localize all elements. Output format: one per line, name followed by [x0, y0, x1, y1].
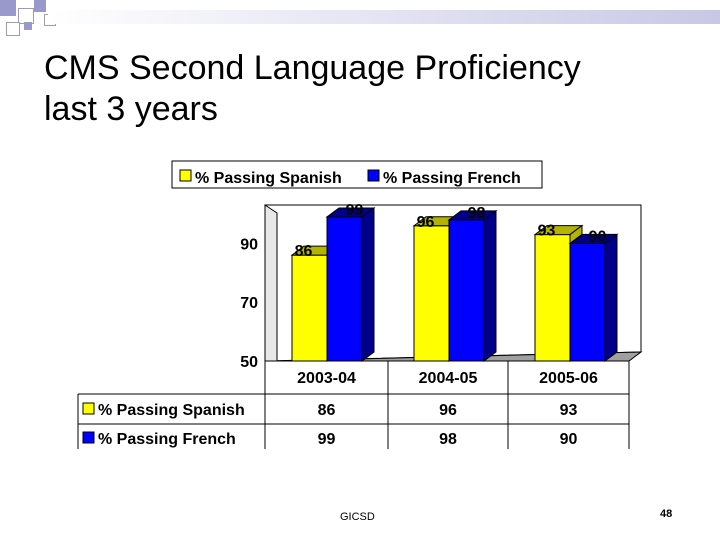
- page-title: CMS Second Language Proficiency last 3 y…: [44, 48, 704, 130]
- y-tick-label-2: 70: [240, 295, 258, 312]
- table-cell-2-2003-04: 99: [318, 431, 336, 448]
- table-row-label-2: % Passing French: [98, 431, 236, 448]
- data-label-spanish-2005-06: 93: [538, 223, 556, 240]
- corner-square-5: [24, 22, 32, 30]
- header-rule: [48, 10, 720, 24]
- data-label-french-2004-05: 98: [468, 205, 486, 222]
- data-label-spanish-2003-04: 86: [295, 243, 313, 260]
- table-cell-2-2005-06: 90: [560, 431, 578, 448]
- table-cell-1-2004-05: 96: [439, 402, 457, 419]
- corner-square-1: [0, 0, 16, 16]
- legend-swatch-2: [367, 169, 380, 182]
- table-cell-1-2005-06: 93: [560, 402, 578, 419]
- data-label-french-2003-04: 99: [346, 202, 364, 219]
- title-line-2: last 3 years: [44, 90, 218, 128]
- legend-label-2: % Passing French: [383, 170, 521, 187]
- corner-square-4: [6, 22, 20, 36]
- table-swatch-1: [82, 402, 95, 415]
- data-label-spanish-2004-05: 96: [417, 214, 435, 231]
- bar-french-2004-05: [447, 209, 498, 362]
- y-tick-label-3: 90: [240, 236, 258, 253]
- table-row-label-1: % Passing Spanish: [98, 402, 245, 419]
- table-cell-1-2003-04: 86: [318, 402, 336, 419]
- footer-text: GICSD: [340, 511, 375, 523]
- bar-french-2005-06: [568, 233, 619, 362]
- page-number: 48: [660, 508, 673, 520]
- title-line-1: CMS Second Language Proficiency: [44, 49, 581, 87]
- plot-left-wall: [264, 204, 278, 362]
- data-label-french-2005-06: 90: [589, 228, 607, 245]
- table-swatch-2: [82, 431, 95, 444]
- bar-french-2003-04: [325, 206, 376, 362]
- x-tick-label-2004-05: 2004-05: [419, 370, 478, 387]
- legend-label-1: % Passing Spanish: [195, 170, 342, 187]
- x-tick-label-2005-06: 2005-06: [539, 370, 598, 387]
- corner-square-3: [34, 0, 46, 12]
- legend-box: [171, 160, 543, 189]
- x-tick-label-2003-04: 2003-04: [297, 370, 356, 387]
- table-cell-2-2004-05: 98: [439, 431, 457, 448]
- legend-swatch-1: [179, 169, 192, 182]
- y-tick-label-1: 50: [240, 354, 258, 371]
